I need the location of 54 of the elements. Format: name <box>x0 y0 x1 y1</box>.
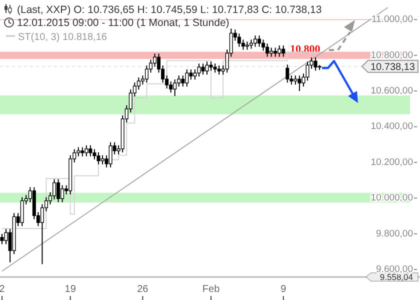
candlestick <box>20 196 24 227</box>
candlestick <box>56 178 60 203</box>
text: 12.01.2015 09:00 - 11:00 (1 Monat, 1 Stunde) <box>17 17 230 29</box>
x-tick-label: 2 <box>0 284 6 295</box>
legend-label: ST(10, 3) 10.818,16 <box>18 32 108 43</box>
candlestick <box>96 152 100 165</box>
candlestick <box>197 63 201 78</box>
y-tick-label: 11.000,00 <box>371 14 413 26</box>
candlestick <box>213 63 217 74</box>
candlestick <box>84 144 88 157</box>
candlestick <box>217 65 221 76</box>
candlestick <box>241 39 245 50</box>
candlestick <box>108 142 112 168</box>
candlestick <box>278 45 282 58</box>
candlestick <box>237 33 241 48</box>
candlestick <box>262 39 266 52</box>
candlestick <box>266 43 270 58</box>
candlestick <box>270 47 274 58</box>
candlestick <box>253 35 257 48</box>
y-tick-label: 9.800,00 <box>376 228 413 240</box>
candlestick <box>274 47 278 58</box>
x-tick-label: 9 <box>280 284 287 295</box>
candlestick <box>173 78 177 97</box>
y-tick-label: 10.200,00 <box>370 156 413 168</box>
candlestick <box>205 61 209 76</box>
candlestick <box>88 144 92 157</box>
candlestick <box>201 63 205 76</box>
x-tick-label: Feb <box>202 284 220 295</box>
candlestick <box>185 68 189 88</box>
chart-title: (Last, XXP) O: 10.736,65 H: 10.745,59 L: 10.717,83 C: 10.738,13 <box>17 4 322 16</box>
x-tick-label: 19 <box>64 284 76 295</box>
candlestick <box>0 233 4 245</box>
candlestick <box>80 146 84 157</box>
candlestick <box>286 64 290 84</box>
y-tick-label: 10.400,00 <box>370 121 413 132</box>
candlestick <box>92 148 96 160</box>
candlestick <box>282 45 286 58</box>
candlestick <box>258 35 262 48</box>
candlestick <box>100 154 104 165</box>
candlestick <box>52 178 56 200</box>
candlestick <box>136 76 140 90</box>
y-tick-label: 10.600,00 <box>370 86 413 97</box>
candlestick <box>181 75 185 88</box>
candlestick <box>298 75 302 92</box>
candlestick <box>189 68 193 80</box>
candlestick <box>193 68 197 80</box>
candlestick <box>314 56 318 72</box>
candlestick <box>249 39 253 50</box>
ref-line-label: 10.738,13 <box>370 62 416 73</box>
candlestick <box>153 53 157 68</box>
candlestick <box>294 75 298 86</box>
candlestick <box>209 61 213 72</box>
x-tick-label: 26 <box>137 284 149 295</box>
candlestick <box>60 184 64 203</box>
